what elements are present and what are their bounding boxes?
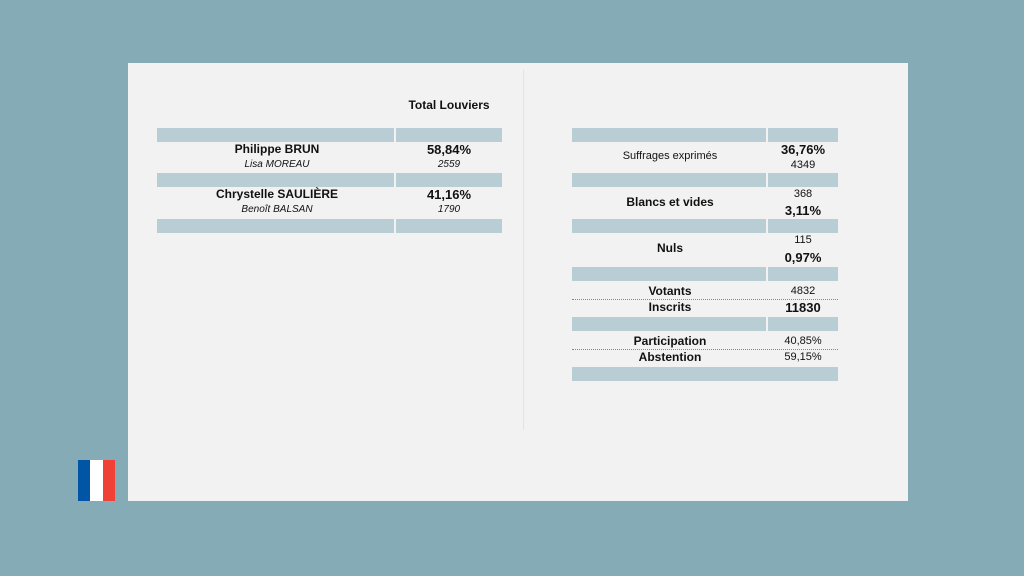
stats-band bbox=[572, 267, 838, 281]
table-band bbox=[157, 219, 502, 233]
stats-band bbox=[572, 367, 838, 381]
stat-count-nuls: 115 bbox=[794, 234, 812, 246]
stat-label-nuls: Nuls bbox=[656, 241, 684, 255]
stat-label-votants: Votants bbox=[648, 284, 692, 298]
flag-stripe-white bbox=[90, 460, 103, 501]
stat-percent-blancs: 3,11% bbox=[784, 203, 822, 218]
stat-label-abstention: Abstention bbox=[638, 350, 702, 364]
column-divider bbox=[523, 70, 524, 430]
candidate-votes: 2559 bbox=[437, 159, 461, 170]
table-band bbox=[157, 128, 502, 142]
table-band bbox=[157, 173, 502, 187]
stat-count-blancs: 368 bbox=[793, 188, 813, 200]
candidate-substitute: Benoît BALSAN bbox=[241, 204, 313, 215]
stat-percent-nuls: 0,97% bbox=[784, 250, 822, 265]
stat-value-votants: 4832 bbox=[790, 285, 816, 297]
candidate-percent: 58,84% bbox=[426, 142, 472, 157]
stat-label-inscrits: Inscrits bbox=[648, 300, 692, 314]
stat-label-blancs: Blancs et vides bbox=[626, 195, 714, 209]
candidate-substitute: Lisa MOREAU bbox=[244, 159, 310, 170]
row-divider bbox=[572, 299, 838, 300]
candidate-name: Philippe BRUN bbox=[234, 142, 320, 156]
candidate-percent: 41,16% bbox=[426, 187, 472, 202]
stat-count-suffrages: 4349 bbox=[790, 159, 816, 171]
row-divider bbox=[572, 349, 838, 350]
stats-band bbox=[572, 173, 838, 187]
french-flag-icon bbox=[78, 460, 115, 501]
flag-stripe-blue bbox=[78, 460, 91, 501]
flag-stripe-red bbox=[102, 460, 115, 501]
stat-value-inscrits: 11830 bbox=[785, 300, 821, 315]
stats-band bbox=[572, 128, 838, 142]
stat-percent-suffrages: 36,76% bbox=[780, 142, 826, 157]
page-title: Total Louviers bbox=[408, 98, 490, 112]
candidate-name: Chrystelle SAULIÈRE bbox=[215, 187, 339, 201]
stats-band bbox=[572, 317, 838, 331]
stat-value-abstention: 59,15% bbox=[784, 351, 822, 363]
stat-value-participation: 40,85% bbox=[784, 335, 822, 347]
stat-label-suffrages: Suffrages exprimés bbox=[622, 150, 718, 162]
candidate-votes: 1790 bbox=[437, 204, 461, 215]
stat-label-participation: Participation bbox=[633, 334, 707, 348]
stats-band bbox=[572, 219, 838, 233]
